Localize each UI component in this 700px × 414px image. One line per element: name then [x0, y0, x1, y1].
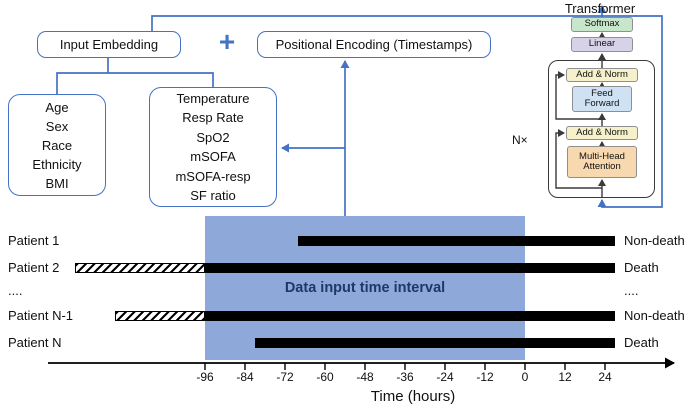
axis-tick-label: -84	[236, 370, 254, 384]
add-norm-bottom-block: Add & Norm	[566, 126, 638, 140]
patient-2-prior-data-bar	[75, 263, 205, 273]
axis-tick-label: 0	[521, 370, 529, 384]
patient-n-1-prior-data-bar	[115, 311, 205, 321]
patient-1-outcome: Non-death	[624, 233, 685, 248]
patient-ellipsis-outcome: ....	[624, 283, 639, 298]
demographics-box: Age Sex Race Ethnicity BMI	[8, 94, 106, 196]
axis-tick-label: -12	[476, 370, 494, 384]
multi-head-attention-block: Multi-Head Attention	[567, 146, 637, 178]
patient-n-label: Patient N	[8, 335, 62, 350]
feed-forward-block: Feed Forward	[572, 86, 632, 112]
positional-encoding-box: Positional Encoding (Timestamps)	[257, 31, 491, 58]
demographic-item: Race	[41, 137, 73, 153]
vital-item: mSOFA-resp	[175, 168, 251, 184]
patient-n-data-bar	[255, 338, 615, 348]
axis-tick-label: -96	[196, 370, 214, 384]
axis-tick-label: -72	[276, 370, 294, 384]
add-norm-top-block: Add & Norm	[566, 68, 638, 82]
transformer-encoder-container	[548, 60, 655, 198]
vitals-box: Temperature Resp Rate SpO2 mSOFA mSOFA-r…	[149, 87, 277, 207]
demographic-item: BMI	[45, 175, 69, 191]
demographic-item: Sex	[45, 118, 69, 134]
patient-ellipsis-label: ....	[8, 283, 23, 298]
patient-2-outcome: Death	[624, 260, 659, 275]
patient-n-1-label: Patient N-1	[8, 308, 74, 323]
axis-tick-label: -48	[356, 370, 374, 384]
transformer-title: Transformer	[564, 1, 636, 16]
patient-n-1-outcome: Non-death	[624, 308, 685, 323]
patient-2-label: Patient 2	[8, 260, 60, 275]
x-axis-title: Time (hours)	[370, 388, 456, 405]
patient-1-label: Patient 1	[8, 233, 60, 248]
positional-encoding-label: Positional Encoding (Timestamps)	[275, 37, 473, 52]
vital-item: Temperature	[176, 90, 250, 106]
transformer-repeat-label: N×	[512, 133, 528, 147]
demographic-item: Age	[45, 99, 69, 115]
softmax-block: Softmax	[571, 17, 633, 32]
input-embedding-label: Input Embedding	[59, 37, 159, 52]
patient-n-1-data-bar	[205, 311, 615, 321]
data-input-window-label: Data input time interval	[284, 280, 446, 296]
vital-item: mSOFA	[190, 149, 236, 164]
vital-item: SpO2	[196, 129, 230, 145]
axis-tick-label: -60	[316, 370, 334, 384]
axis-tick-label: 12	[558, 370, 572, 384]
axis-tick-label: -36	[396, 370, 414, 384]
sum-plus-symbol: +	[218, 26, 236, 57]
patient-2-data-bar	[205, 263, 615, 273]
input-embedding-box: Input Embedding	[37, 31, 181, 58]
linear-block: Linear	[571, 37, 633, 52]
vital-item: SF ratio	[190, 188, 236, 203]
time-axis	[48, 357, 675, 370]
axis-tick-label: -24	[436, 370, 454, 384]
demographic-item: Ethnicity	[32, 156, 82, 172]
patient-n-outcome: Death	[624, 335, 659, 350]
vital-item: Resp Rate	[182, 110, 244, 125]
axis-tick-label: 24	[598, 370, 612, 384]
patient-1-data-bar	[298, 236, 615, 246]
